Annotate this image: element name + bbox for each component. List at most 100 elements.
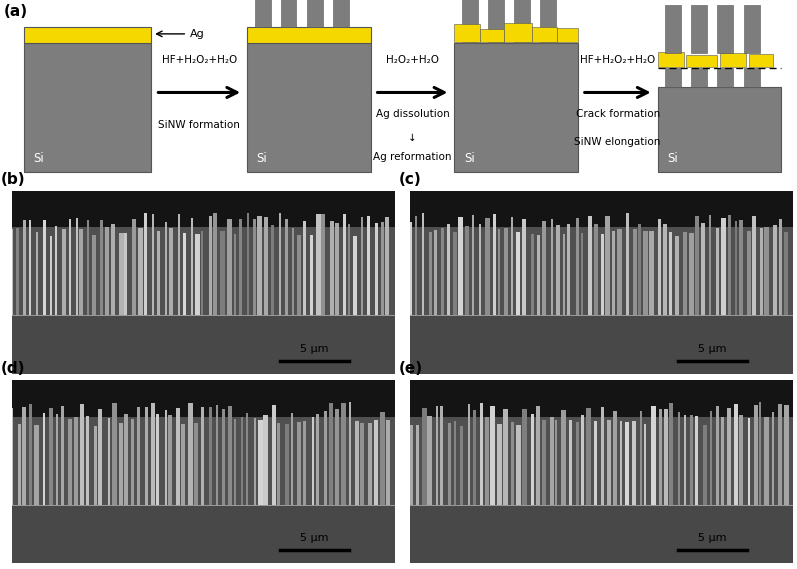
Bar xyxy=(454,24,480,42)
Text: 5 μm: 5 μm xyxy=(300,533,328,543)
Bar xyxy=(61,406,64,505)
Bar xyxy=(643,231,648,315)
Bar xyxy=(132,219,136,315)
Bar xyxy=(701,223,705,315)
Bar xyxy=(181,424,185,505)
Bar xyxy=(465,226,469,315)
Text: H₂O₂+H₂O: H₂O₂+H₂O xyxy=(386,55,439,65)
Bar xyxy=(651,406,656,505)
Bar xyxy=(304,221,306,315)
Bar xyxy=(551,220,553,315)
Text: Si: Si xyxy=(667,151,677,164)
Bar xyxy=(410,505,793,563)
Bar xyxy=(460,426,463,505)
Bar xyxy=(669,403,673,505)
Bar xyxy=(588,216,592,315)
Bar xyxy=(124,233,128,315)
Bar xyxy=(29,221,31,315)
Bar xyxy=(448,423,451,505)
Bar xyxy=(410,191,793,227)
Bar xyxy=(669,232,673,315)
Bar xyxy=(422,213,425,315)
Bar xyxy=(739,415,743,505)
Bar xyxy=(23,220,26,315)
Text: (a): (a) xyxy=(4,3,28,19)
Bar xyxy=(12,505,395,563)
Bar xyxy=(347,224,350,315)
Bar xyxy=(43,413,45,505)
Bar xyxy=(247,27,371,43)
Bar xyxy=(234,234,236,315)
Bar xyxy=(458,217,463,315)
Text: SiNW elongation: SiNW elongation xyxy=(575,137,661,147)
Bar xyxy=(143,213,147,315)
Bar xyxy=(12,315,395,374)
Bar xyxy=(434,229,437,315)
Text: Ag: Ag xyxy=(190,29,205,39)
Bar xyxy=(504,409,508,505)
Bar xyxy=(442,228,444,315)
Bar xyxy=(454,43,578,172)
Bar xyxy=(124,414,128,505)
Bar xyxy=(542,420,546,505)
Bar xyxy=(381,222,384,315)
Bar xyxy=(265,217,269,315)
Bar xyxy=(504,228,508,315)
Bar xyxy=(658,219,661,315)
Bar xyxy=(721,218,726,315)
Bar xyxy=(209,407,212,505)
Bar xyxy=(24,27,151,43)
Bar xyxy=(620,420,622,505)
Bar xyxy=(764,417,769,505)
Text: (d): (d) xyxy=(1,361,25,376)
Bar xyxy=(640,411,642,505)
Bar xyxy=(291,413,293,505)
Bar xyxy=(50,236,53,315)
Bar xyxy=(312,417,314,505)
Bar xyxy=(594,224,599,315)
Bar xyxy=(665,68,681,87)
Bar xyxy=(720,53,746,67)
Bar xyxy=(556,225,560,315)
Bar xyxy=(601,407,604,505)
Bar xyxy=(689,233,694,315)
Bar xyxy=(98,409,102,505)
Bar xyxy=(239,220,241,315)
Text: ↓: ↓ xyxy=(408,133,417,143)
Bar xyxy=(247,213,249,315)
Bar xyxy=(415,216,417,315)
Bar xyxy=(532,27,557,42)
Bar xyxy=(209,216,212,315)
Bar xyxy=(253,418,256,505)
Bar xyxy=(748,418,750,505)
Bar xyxy=(164,410,167,505)
Bar xyxy=(784,405,789,505)
Bar xyxy=(523,409,527,505)
Bar xyxy=(764,227,769,315)
Bar xyxy=(87,220,89,315)
Bar xyxy=(272,405,276,505)
Text: Ag dissolution: Ag dissolution xyxy=(375,109,450,119)
Bar xyxy=(374,420,378,505)
Bar xyxy=(22,406,26,505)
Bar xyxy=(760,228,763,315)
Bar xyxy=(55,226,57,315)
Bar xyxy=(422,408,426,505)
Bar xyxy=(12,227,395,315)
Bar xyxy=(316,414,319,505)
Bar xyxy=(633,229,637,315)
Text: Crack formation: Crack formation xyxy=(575,109,660,119)
Bar xyxy=(24,43,151,172)
Text: Ag reformation: Ag reformation xyxy=(373,151,452,162)
Bar xyxy=(222,409,225,505)
Bar xyxy=(108,418,110,505)
Bar xyxy=(188,403,193,505)
Bar xyxy=(605,216,610,315)
Bar xyxy=(168,415,172,505)
Bar xyxy=(677,412,680,505)
Bar xyxy=(297,235,301,315)
Bar xyxy=(511,217,513,315)
Bar xyxy=(490,406,495,505)
Bar xyxy=(151,214,154,315)
Text: HF+H₂O₂+H₂O: HF+H₂O₂+H₂O xyxy=(580,55,655,65)
